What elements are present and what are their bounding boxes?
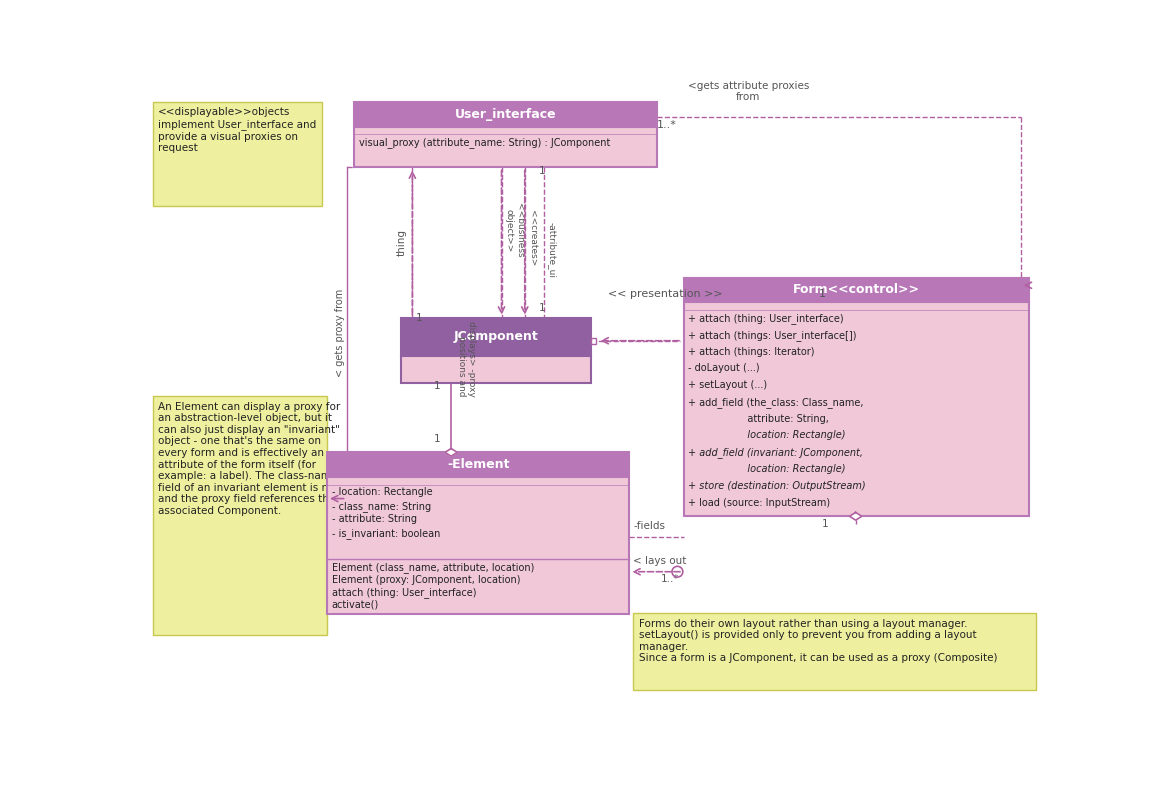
Bar xyxy=(400,318,590,356)
Text: < gets proxy from: < gets proxy from xyxy=(335,289,346,377)
Bar xyxy=(400,356,590,383)
Text: 1: 1 xyxy=(434,381,441,391)
Text: + add_field (the_class: Class_name,: + add_field (the_class: Class_name, xyxy=(688,397,864,408)
Bar xyxy=(400,318,590,383)
Bar xyxy=(683,277,1029,303)
Bar xyxy=(153,396,327,635)
Text: location: Rectangle): location: Rectangle) xyxy=(688,464,846,474)
Text: - is_invariant: boolean: - is_invariant: boolean xyxy=(332,528,440,539)
Text: attach (thing: User_interface): attach (thing: User_interface) xyxy=(332,587,477,598)
Text: - attribute: String: - attribute: String xyxy=(332,514,416,524)
Text: activate(): activate() xyxy=(332,600,379,609)
Text: Element (class_name, attribute, location): Element (class_name, attribute, location… xyxy=(332,562,534,573)
Text: <<business
object>>: <<business object>> xyxy=(505,204,524,258)
Text: - class_name: String: - class_name: String xyxy=(332,501,430,512)
Bar xyxy=(354,127,657,167)
Bar xyxy=(590,339,596,343)
Bar xyxy=(354,102,657,127)
Text: 1: 1 xyxy=(539,303,546,314)
Text: positions and: positions and xyxy=(457,336,466,397)
Text: location: Rectangle): location: Rectangle) xyxy=(688,431,846,440)
Text: + attach (things: Iterator): + attach (things: Iterator) xyxy=(688,347,814,357)
Text: + setLayout (...): + setLayout (...) xyxy=(688,380,768,390)
Bar xyxy=(327,453,630,614)
Text: + add_field (invariant: JComponent,: + add_field (invariant: JComponent, xyxy=(688,447,863,458)
Text: + attach (things: User_interface[]): + attach (things: User_interface[]) xyxy=(688,330,857,340)
Text: JComponent: JComponent xyxy=(454,330,538,343)
Text: 1..*: 1..* xyxy=(657,120,676,130)
Text: 1: 1 xyxy=(539,166,546,175)
Text: 1: 1 xyxy=(434,434,441,443)
Bar xyxy=(327,477,630,614)
Text: visual_proxy (attribute_name: String) : JComponent: visual_proxy (attribute_name: String) : … xyxy=(358,138,610,149)
Text: 1: 1 xyxy=(822,519,828,529)
Bar xyxy=(633,613,1036,690)
Text: 1..*: 1..* xyxy=(660,575,679,585)
Text: < lays out: < lays out xyxy=(633,556,687,566)
Text: -Element: -Element xyxy=(447,458,509,471)
Text: + attach (thing: User_interface): + attach (thing: User_interface) xyxy=(688,313,843,324)
Bar xyxy=(327,453,630,477)
Text: <<creates>: <<creates> xyxy=(528,210,537,266)
Text: - doLayout (...): - doLayout (...) xyxy=(688,363,760,373)
Bar xyxy=(354,102,657,167)
Text: - location: Rectangle: - location: Rectangle xyxy=(332,487,433,497)
Text: -attribute_ui: -attribute_ui xyxy=(548,222,557,278)
Text: <<displayable>>objects
implement User_interface and
provide a visual proxies on
: <<displayable>>objects implement User_in… xyxy=(158,108,317,153)
Text: -fields: -fields xyxy=(633,521,665,531)
Text: An Element can display a proxy for
an abstraction-level object, but it
can also : An Element can display a proxy for an ab… xyxy=(158,402,341,516)
Text: thing: thing xyxy=(397,229,406,255)
Text: Element (proxy: JComponent, location): Element (proxy: JComponent, location) xyxy=(332,575,521,585)
Text: User_interface: User_interface xyxy=(455,108,556,121)
Text: 1: 1 xyxy=(819,288,826,299)
Polygon shape xyxy=(445,449,457,456)
Bar xyxy=(683,277,1029,516)
Text: + load (source: InputStream): + load (source: InputStream) xyxy=(688,498,831,508)
Text: Forms do their own layout rather than using a layout manager.
setLayout() is pro: Forms do their own layout rather than us… xyxy=(639,619,998,663)
Text: Form<<control>>: Form<<control>> xyxy=(792,284,920,296)
Text: << presentation >>: << presentation >> xyxy=(609,288,723,299)
Bar xyxy=(683,303,1029,516)
Text: displays> -proxy: displays> -proxy xyxy=(466,321,476,397)
Text: attribute: String,: attribute: String, xyxy=(688,413,829,424)
Text: <gets attribute proxies
from: <gets attribute proxies from xyxy=(688,81,809,102)
Text: + store (destination: OutputStream): + store (destination: OutputStream) xyxy=(688,481,865,490)
Polygon shape xyxy=(849,512,862,520)
Text: 1: 1 xyxy=(415,314,422,324)
Bar xyxy=(153,102,321,206)
